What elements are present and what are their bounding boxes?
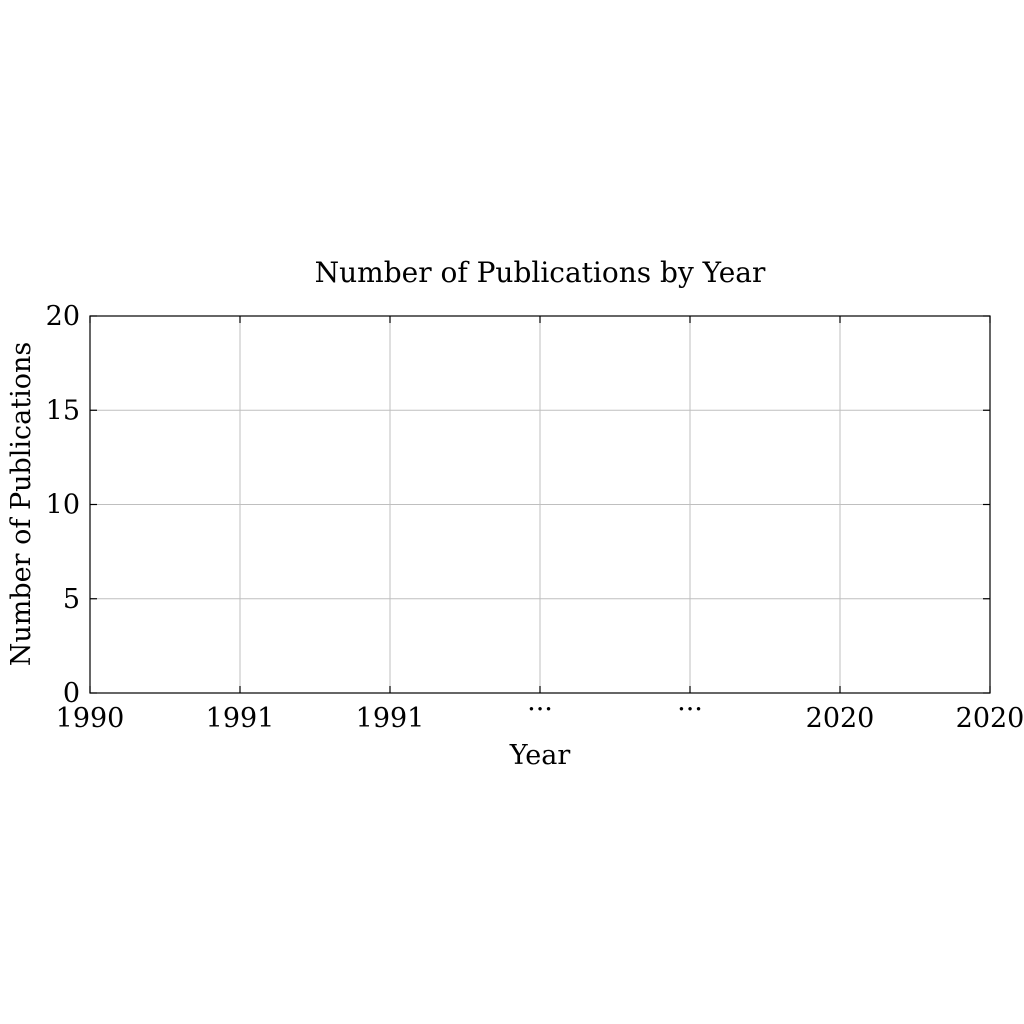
- x-tick-label: 1991: [206, 703, 275, 734]
- x-axis-label: Year: [509, 740, 571, 771]
- y-axis-label: Number of Publications: [6, 342, 37, 667]
- x-tick-label: ...: [527, 686, 553, 717]
- x-tick-label: 2020: [956, 703, 1024, 734]
- y-tick-label: 5: [63, 584, 80, 615]
- y-tick-label: 15: [46, 395, 80, 426]
- x-tick-label: ...: [677, 686, 703, 717]
- y-axis-ticks: 0 5 10 15 20: [46, 301, 990, 709]
- chart-title: Number of Publications by Year: [315, 256, 766, 289]
- grid-lines: [90, 316, 990, 693]
- x-axis-ticks: 1990 1991 1991... ... 2020 2020: [56, 316, 1024, 734]
- x-tick-label: 1991: [356, 703, 425, 734]
- y-tick-label: 10: [46, 490, 80, 521]
- x-tick-label: 1990: [56, 703, 125, 734]
- y-tick-label: 0: [63, 678, 80, 709]
- y-tick-label: 20: [46, 301, 80, 332]
- x-tick-label: 2020: [806, 703, 875, 734]
